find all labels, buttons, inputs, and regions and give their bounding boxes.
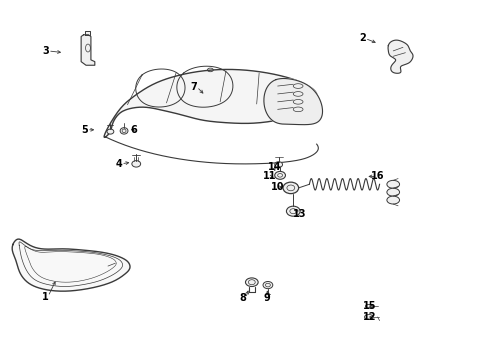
Polygon shape xyxy=(104,69,317,137)
Ellipse shape xyxy=(365,305,371,308)
Ellipse shape xyxy=(286,206,300,216)
Text: 1: 1 xyxy=(42,292,49,302)
Text: 11: 11 xyxy=(263,171,276,181)
Text: 13: 13 xyxy=(293,209,306,219)
Text: 2: 2 xyxy=(358,33,365,43)
Ellipse shape xyxy=(386,180,399,188)
Ellipse shape xyxy=(245,278,258,287)
Text: 10: 10 xyxy=(271,182,284,192)
Text: 3: 3 xyxy=(42,46,49,56)
Polygon shape xyxy=(84,31,90,35)
Ellipse shape xyxy=(263,282,272,289)
Text: 8: 8 xyxy=(239,293,246,303)
Ellipse shape xyxy=(283,182,298,194)
Polygon shape xyxy=(264,78,322,125)
Text: 12: 12 xyxy=(362,312,375,322)
Polygon shape xyxy=(387,40,412,73)
Ellipse shape xyxy=(386,196,399,204)
Ellipse shape xyxy=(274,162,282,167)
Polygon shape xyxy=(12,239,130,291)
Text: 6: 6 xyxy=(130,125,137,135)
Ellipse shape xyxy=(132,161,141,167)
Text: 16: 16 xyxy=(370,171,384,181)
Ellipse shape xyxy=(274,171,285,179)
Ellipse shape xyxy=(364,315,372,319)
Text: 7: 7 xyxy=(190,82,197,92)
Ellipse shape xyxy=(120,128,128,134)
Text: 4: 4 xyxy=(115,159,122,169)
Text: 5: 5 xyxy=(81,125,88,135)
Text: 15: 15 xyxy=(362,301,375,311)
Polygon shape xyxy=(81,35,95,65)
Ellipse shape xyxy=(107,129,114,134)
Text: 14: 14 xyxy=(267,162,281,172)
Text: 9: 9 xyxy=(263,293,269,303)
Ellipse shape xyxy=(386,188,399,196)
